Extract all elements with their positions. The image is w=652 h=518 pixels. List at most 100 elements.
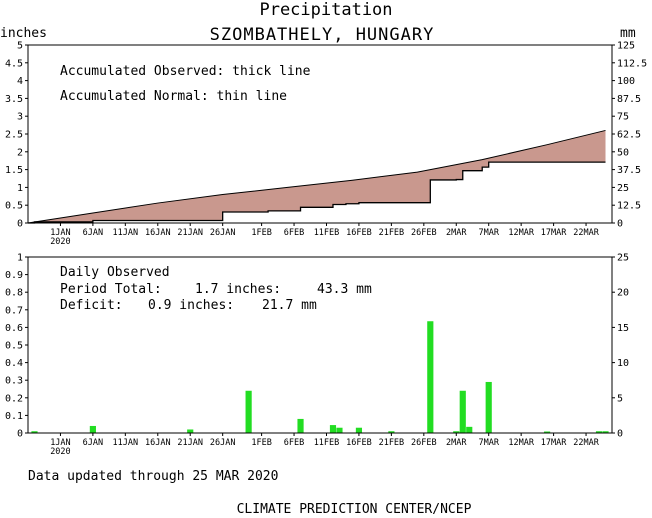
daily-bar — [31, 431, 38, 433]
top-xtick-label: 16FEB — [346, 228, 372, 238]
top-left-ytick-label: 3 — [17, 112, 23, 123]
top-xtick-label: 6JAN — [83, 228, 103, 238]
daily-bar — [466, 426, 473, 433]
period-total-label: Period Total: — [60, 282, 162, 297]
chart-location: SZOMBATHELY, HUNGARY — [210, 25, 435, 45]
bottom-xtick-year: 2020 — [50, 447, 70, 457]
daily-bar — [485, 381, 492, 433]
deficit-mm: 21.7 mm — [262, 298, 317, 313]
bottom-xtick-label: 21FEB — [379, 438, 405, 448]
daily-bar — [297, 418, 304, 433]
top-left-ytick-label: 1 — [17, 183, 23, 194]
daily-bar — [602, 431, 609, 433]
top-left-ytick-label: 0.5 — [5, 201, 23, 212]
top-xtick-label: 22MAR — [573, 228, 599, 238]
top-xtick-label: 11FEB — [314, 228, 340, 238]
deficit-inches: 0.9 inches: — [148, 298, 234, 313]
bottom-right-ytick-label: 15 — [617, 323, 629, 334]
daily-bar — [453, 431, 460, 433]
top-left-ytick-label: 3.5 — [5, 94, 23, 105]
deficit-label: Deficit: — [60, 298, 123, 313]
top-left-axis: 0 0.5 1 1.5 2 2.5 3 3.5 4 4.5 5 — [5, 41, 28, 230]
bottom-right-ytick-label: 0 — [617, 429, 623, 440]
top-xtick-label: 1JAN — [50, 228, 70, 238]
top-right-ytick-label: 100 — [617, 76, 635, 87]
accumulated-normal-line — [27, 129, 606, 224]
bottom-xtick-label: 6JAN — [83, 438, 103, 448]
top-right-ytick-label: 25 — [617, 183, 629, 194]
daily-bar — [427, 321, 434, 433]
bottom-left-ytick-label: 0.7 — [5, 305, 23, 316]
top-xtick-label: 7MAR — [478, 228, 499, 238]
bottom-xtick-label: 17MAR — [541, 438, 567, 448]
top-xtick-label: 26JAN — [210, 228, 236, 238]
period-total-inches: 1.7 inches: — [195, 282, 281, 297]
bottom-left-ytick-label: 0 — [17, 429, 23, 440]
top-right-ytick-label: 62.5 — [617, 130, 641, 141]
bottom-left-ytick-label: 0.2 — [5, 393, 23, 404]
top-xtick-label: 17MAR — [541, 228, 567, 238]
top-left-ytick-label: 5 — [17, 41, 23, 52]
top-right-ytick-label: 87.5 — [617, 94, 641, 105]
bottom-xtick-label: 12MAR — [508, 438, 534, 448]
top-right-ytick-label: 0 — [617, 219, 623, 230]
daily-bars — [31, 321, 609, 433]
bottom-left-ytick-label: 0.3 — [5, 376, 23, 387]
top-xtick-label: 12MAR — [508, 228, 534, 238]
bottom-left-axis: 0 0.1 0.2 0.3 0.4 0.5 0.6 0.7 0.8 0.9 1 — [5, 253, 28, 440]
legend-normal: Accumulated Normal: thin line — [60, 89, 287, 104]
bottom-right-ytick-label: 10 — [617, 358, 629, 369]
daily-bar — [544, 431, 551, 433]
bottom-xtick-label: 7MAR — [478, 438, 499, 448]
bottom-xtick-label: 11JAN — [113, 438, 139, 448]
accumulated-deficit-area — [28, 130, 606, 223]
accumulated-observed-line — [28, 161, 606, 224]
top-ylabel-right: mm — [620, 26, 636, 41]
bottom-left-ytick-label: 0.8 — [5, 288, 23, 299]
bottom-xtick-label: 1JAN — [50, 438, 70, 448]
bottom-left-ytick-label: 0.1 — [5, 411, 23, 422]
bottom-right-axis: 0 5 10 15 20 25 — [612, 253, 629, 440]
top-left-ytick-label: 0 — [17, 219, 23, 230]
bottom-xtick-label: 22MAR — [573, 438, 599, 448]
top-xtick-year: 2020 — [50, 237, 70, 247]
top-xtick-label: 21FEB — [379, 228, 405, 238]
bottom-left-ytick-label: 0.9 — [5, 270, 23, 281]
top-ylabel-left: inches — [0, 26, 47, 41]
top-left-ytick-label: 1.5 — [5, 165, 23, 176]
top-right-ytick-label: 75 — [617, 112, 629, 123]
top-xtick-label: 26FEB — [411, 228, 437, 238]
bottom-right-ytick-label: 25 — [617, 253, 629, 264]
top-right-axis: 0 12.5 25 37.5 50 62.5 75 87.5 100 112.5 125 — [612, 41, 647, 230]
daily-panel: 0 0.1 0.2 0.3 0.4 0.5 0.6 0.7 0.8 0.9 1 0 5 10 15 20 25… — [5, 253, 629, 458]
daily-bar — [187, 429, 194, 433]
daily-bar — [329, 425, 337, 433]
footer-credit: CLIMATE PREDICTION CENTER/NCEP — [237, 502, 472, 517]
top-xtick-label: 6FEB — [284, 228, 304, 238]
bottom-xtick-label: 6FEB — [284, 438, 304, 448]
chart-title: Precipitation — [259, 0, 392, 20]
bottom-right-ytick-label: 20 — [617, 288, 629, 299]
period-total-mm: 43.3 mm — [317, 282, 372, 297]
top-xtick-label: 2MAR — [446, 228, 467, 238]
bottom-xtick-label: 26FEB — [411, 438, 437, 448]
top-right-ytick-label: 37.5 — [617, 165, 641, 176]
top-left-ytick-label: 4.5 — [5, 58, 23, 69]
daily-bar — [388, 431, 395, 433]
bottom-xtick-label: 21JAN — [177, 438, 203, 448]
daily-bar — [336, 427, 343, 433]
bottom-right-ytick-label: 5 — [617, 393, 623, 404]
daily-bar — [245, 390, 252, 433]
top-xtick-label: 16JAN — [145, 228, 171, 238]
daily-title: Daily Observed — [60, 265, 170, 280]
bottom-xtick-label: 16FEB — [346, 438, 372, 448]
daily-bar — [595, 431, 603, 433]
bottom-xtick-label: 2MAR — [446, 438, 467, 448]
accumulated-panel: 0 0.5 1 1.5 2 2.5 3 3.5 4 4.5 5 0 12.5 25 37.5 50 62.5 7… — [5, 41, 647, 248]
top-right-ytick-label: 112.5 — [617, 58, 647, 69]
top-right-ytick-label: 125 — [617, 41, 635, 52]
top-right-ytick-label: 50 — [617, 147, 629, 158]
top-left-ytick-label: 4 — [17, 76, 23, 87]
daily-bar — [89, 425, 96, 433]
